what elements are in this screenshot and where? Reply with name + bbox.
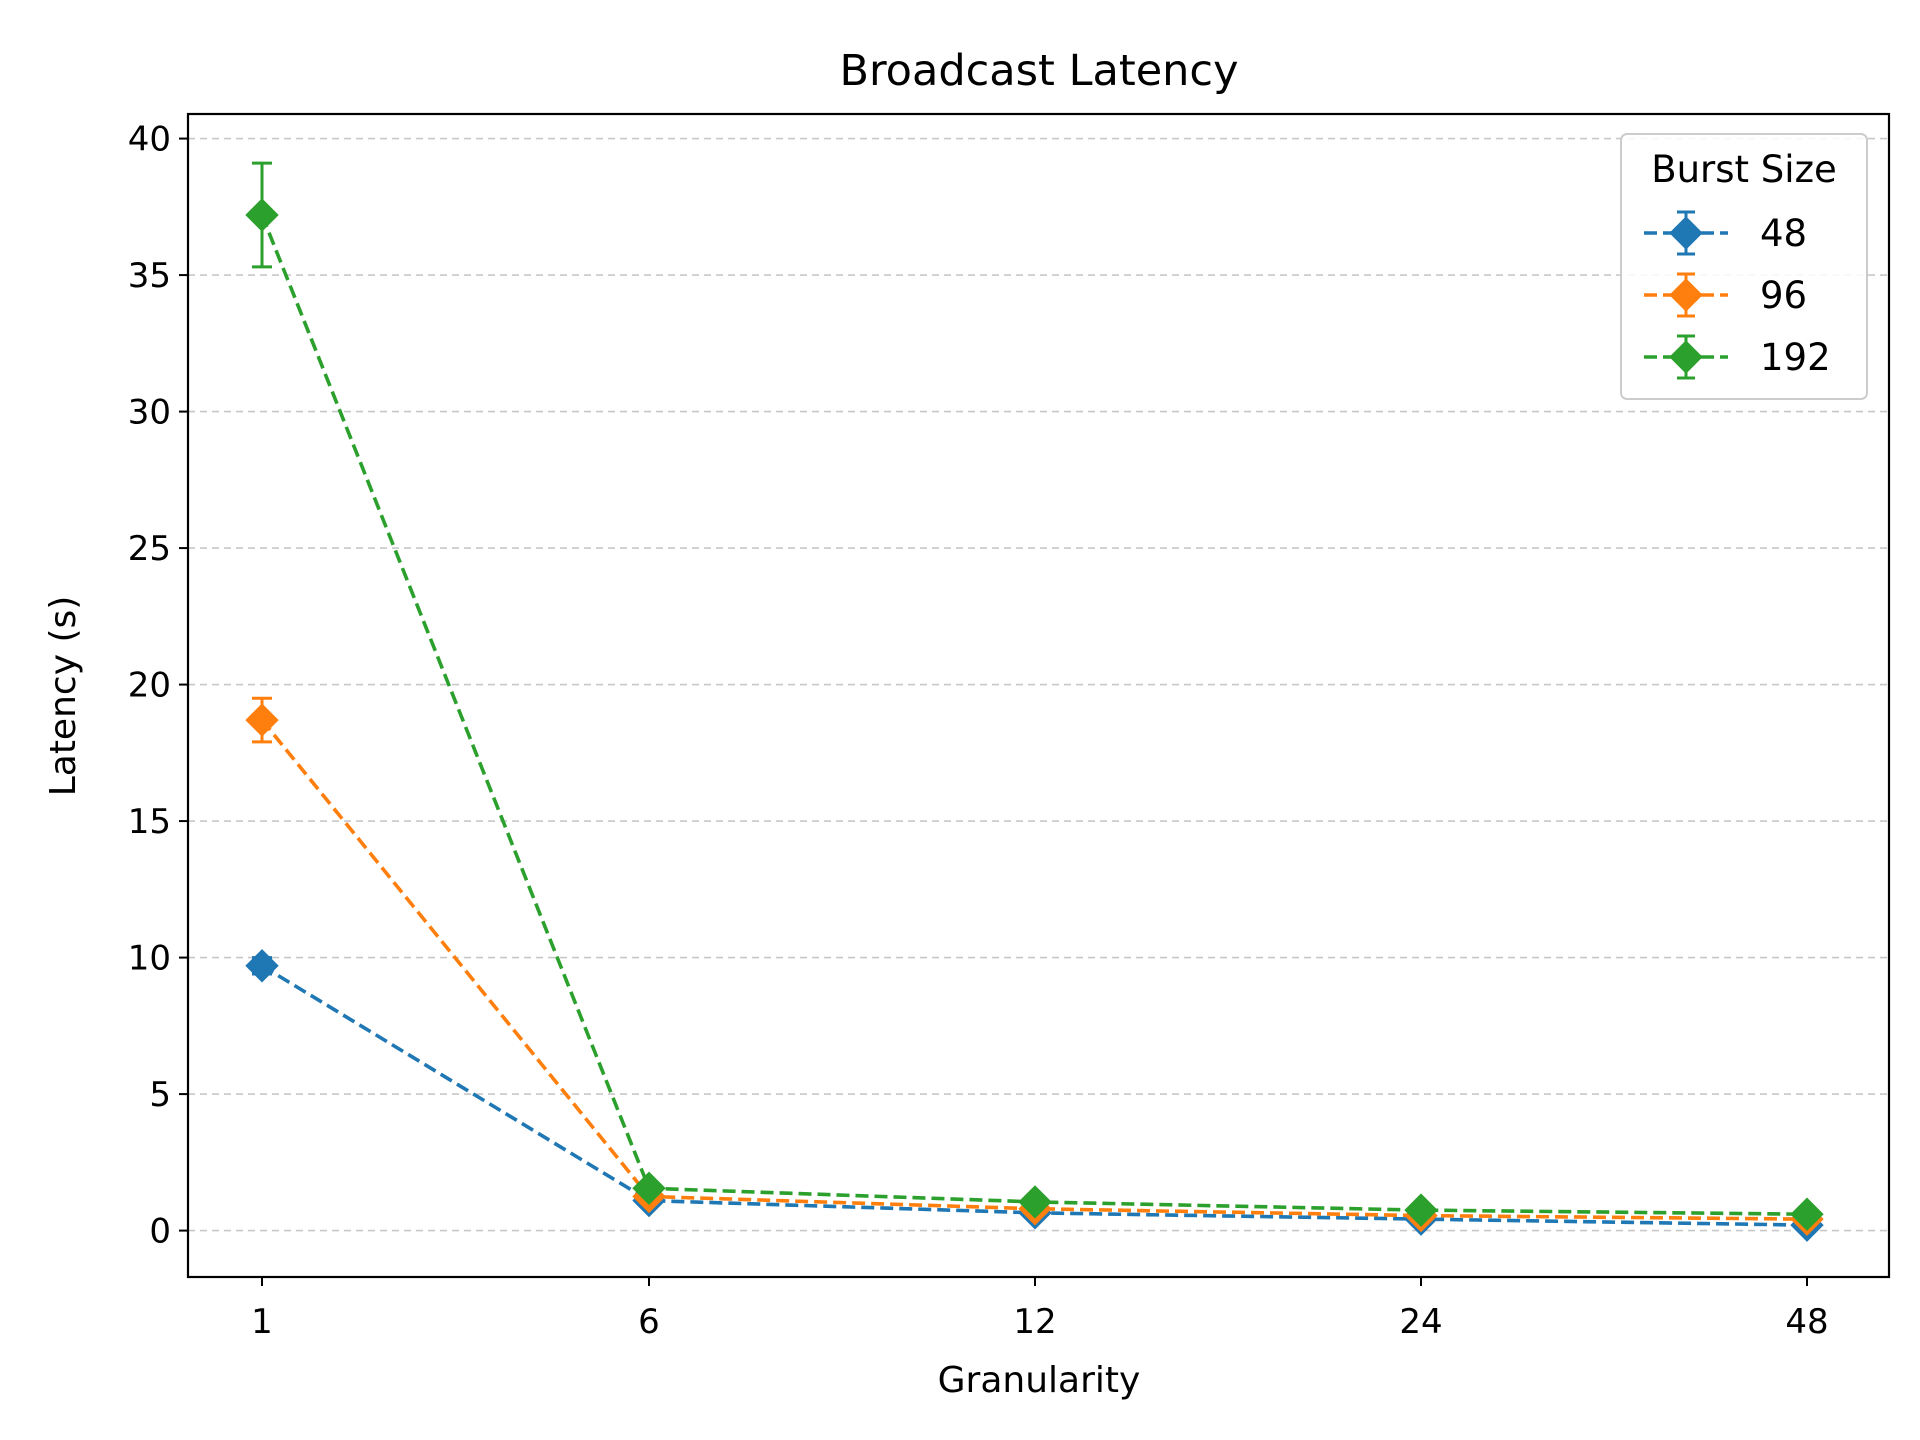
- legend: Burst Size 48 96 192: [1620, 133, 1868, 400]
- chart-title: Broadcast Latency: [839, 46, 1238, 96]
- y-tick-label: 25: [128, 529, 171, 569]
- legend-marker: [1669, 278, 1703, 312]
- data-point: [632, 1171, 666, 1205]
- data-point: [1404, 1193, 1438, 1227]
- plot-frame: [186, 112, 1891, 1279]
- legend-item-96: 96: [1644, 272, 1807, 318]
- y-tick-label: 35: [128, 256, 171, 296]
- data-point: [245, 198, 279, 232]
- legend-label-192: 192: [1760, 336, 1831, 379]
- x-axis-label: Granularity: [938, 1360, 1141, 1401]
- y-tick-label: 40: [128, 120, 171, 160]
- legend-swatch-48: [1644, 210, 1728, 256]
- legend-title: Burst Size: [1651, 148, 1837, 191]
- legend-marker: [1669, 340, 1703, 374]
- grid-layer: [188, 137, 1889, 1232]
- legend-swatch-96: [1644, 272, 1728, 318]
- legend-label-96: 96: [1760, 274, 1807, 317]
- x-tick-label: 12: [1013, 1302, 1056, 1342]
- y-tick-label: 20: [128, 666, 171, 706]
- y-tick-label: 5: [149, 1075, 171, 1115]
- data-point: [245, 949, 279, 983]
- data-point: [1790, 1197, 1824, 1231]
- y-axis: 0 5 10 15 20 25 30 35 40: [128, 120, 188, 1252]
- y-tick-label: 0: [149, 1212, 171, 1252]
- x-tick-label: 1: [251, 1302, 273, 1342]
- x-tick-label: 6: [638, 1302, 660, 1342]
- data-point: [1018, 1185, 1052, 1219]
- x-tick-label: 48: [1785, 1302, 1828, 1342]
- y-tick-label: 15: [128, 802, 171, 842]
- series-layer: [245, 161, 1824, 1242]
- legend-item-192: 192: [1644, 334, 1831, 380]
- x-tick-label: 24: [1399, 1302, 1442, 1342]
- y-tick-label: 10: [128, 939, 171, 979]
- x-axis: 1 6 12 24 48: [251, 1277, 1829, 1342]
- data-point: [245, 703, 279, 737]
- legend-swatch-192: [1644, 334, 1728, 380]
- legend-item-48: 48: [1644, 210, 1807, 256]
- y-axis-label: Latency (s): [43, 596, 84, 797]
- legend-label-48: 48: [1760, 212, 1807, 255]
- series-192: [245, 161, 1824, 1231]
- y-tick-label: 30: [128, 393, 171, 433]
- legend-marker: [1669, 216, 1703, 250]
- legend-box: [1620, 133, 1868, 400]
